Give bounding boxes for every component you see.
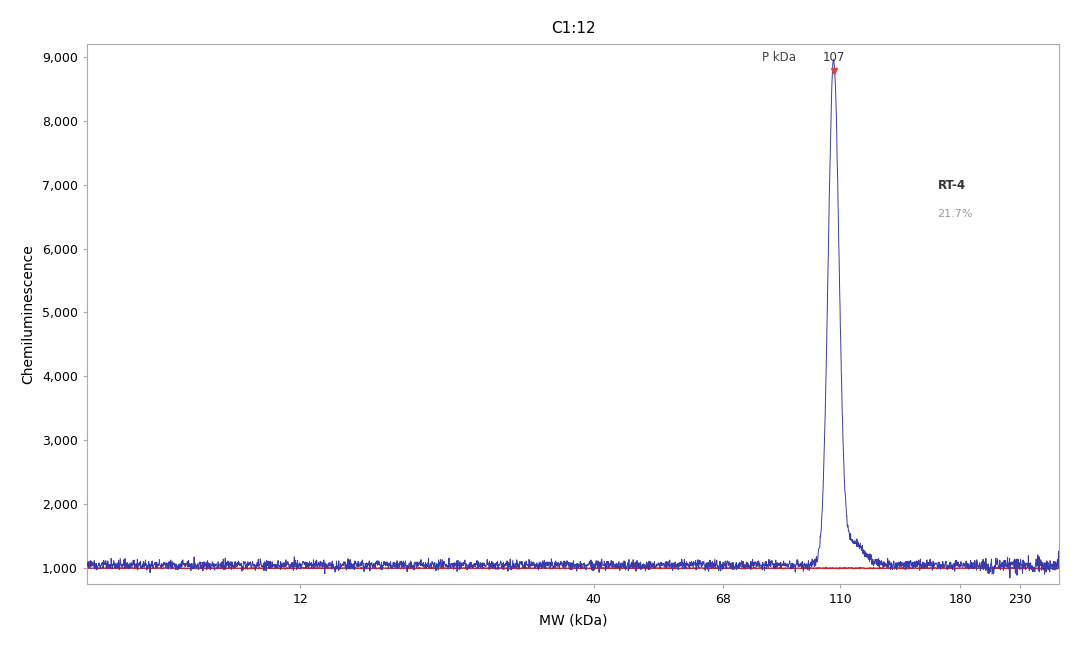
Text: 107: 107 (822, 51, 845, 64)
Text: RT-4: RT-4 (937, 179, 966, 192)
Text: P kDa: P kDa (762, 51, 796, 64)
X-axis label: MW (kDa): MW (kDa) (539, 613, 607, 627)
Y-axis label: Chemiluminescence: Chemiluminescence (21, 244, 35, 384)
Title: C1:12: C1:12 (551, 21, 595, 36)
Text: 21.7%: 21.7% (937, 209, 973, 219)
